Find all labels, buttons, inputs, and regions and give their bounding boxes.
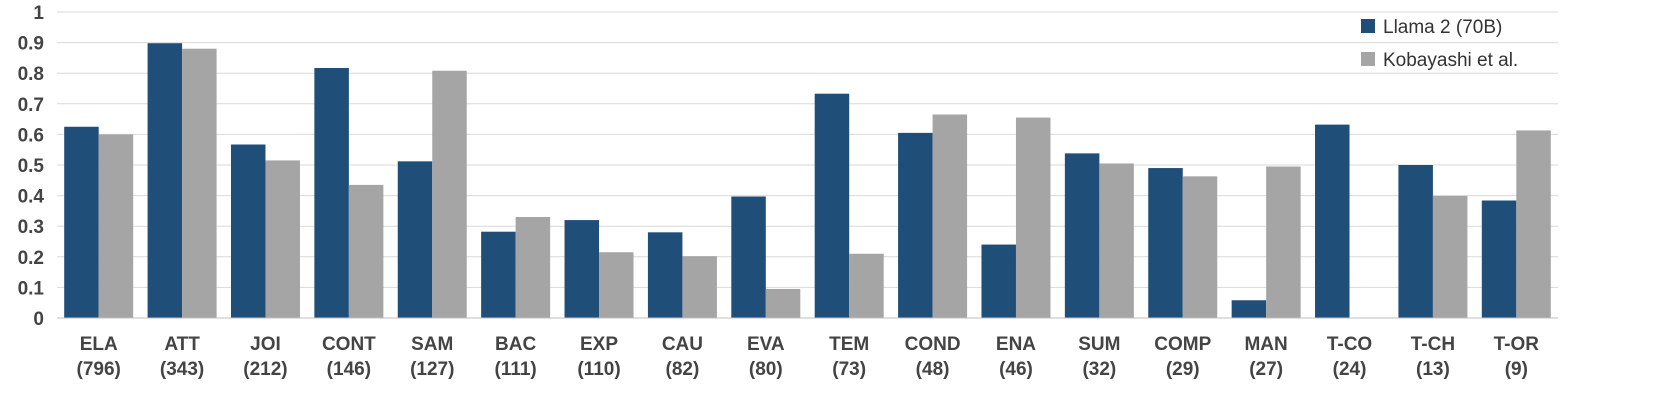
legend-swatch — [1361, 52, 1375, 66]
y-tick-label: 0.2 — [18, 248, 44, 269]
bar-kobayashi-man — [1266, 166, 1301, 318]
bar-kobayashi-eva — [765, 288, 801, 318]
bar-kobayashi-ela — [98, 134, 134, 318]
y-tick-label: 0.8 — [18, 64, 44, 85]
x-tick-label: SUM — [1078, 334, 1120, 355]
y-tick-label: 0.9 — [18, 34, 44, 55]
y-axis-ticks: 0 0.1 0.2 0.3 0.4 0.5 0.6 0.7 0.8 0.9 1 — [18, 3, 45, 330]
x-tick-label: BAC — [495, 334, 536, 355]
bar-llama-sam — [397, 161, 433, 318]
gridlines — [57, 11, 1558, 288]
x-tick-label: T-OR — [1494, 334, 1540, 355]
x-tick-count: (82) — [666, 359, 700, 380]
bar-kobayashi-sum — [1099, 163, 1134, 318]
bar-kobayashi-t-ch — [1432, 195, 1468, 318]
bar-llama-cont — [314, 67, 349, 318]
bar-llama-comp — [1148, 168, 1183, 318]
bar-kobayashi-att — [182, 48, 217, 318]
x-tick-label: EVA — [747, 334, 785, 355]
x-tick-label: JOI — [250, 334, 281, 355]
x-tick-count: (13) — [1416, 359, 1450, 380]
bar-llama-man — [1231, 300, 1267, 318]
bar-llama-ena — [981, 244, 1016, 318]
bar-llama-exp — [564, 220, 600, 318]
y-tick-label: 0.7 — [18, 95, 44, 116]
bar-llama-tem — [814, 93, 850, 319]
bar-kobayashi-exp — [599, 252, 634, 318]
x-tick-count: (212) — [243, 359, 287, 380]
bar-llama-t-or — [1481, 200, 1517, 318]
legend-swatch — [1361, 19, 1375, 33]
bar-kobayashi-cond — [932, 114, 968, 318]
x-tick-label: T-CH — [1411, 334, 1455, 355]
bar-kobayashi-bac — [515, 217, 551, 318]
legend: Llama 2 (70B) Kobayashi et al. — [1361, 17, 1518, 71]
bar-llama-cond — [898, 132, 933, 318]
bar-kobayashi-cont — [348, 184, 384, 318]
x-tick-count: (111) — [495, 359, 537, 380]
x-tick-label: CAU — [662, 334, 703, 355]
x-tick-count: (146) — [327, 359, 371, 380]
bar-kobayashi-cau — [682, 256, 717, 318]
y-tick-label: 0.3 — [18, 217, 44, 238]
bar-kobayashi-ena — [1015, 117, 1051, 318]
legend-label: Kobayashi et al. — [1383, 50, 1518, 71]
bar-llama-bac — [481, 231, 516, 318]
bar-llama-eva — [731, 196, 766, 318]
x-tick-count: (24) — [1333, 359, 1367, 380]
bar-llama-att — [147, 43, 183, 318]
bar-kobayashi-sam — [432, 70, 467, 318]
y-tick-label: 1 — [33, 3, 44, 24]
x-tick-label: SAM — [411, 334, 453, 355]
y-tick-label: 0.4 — [18, 187, 45, 208]
x-tick-label: MAN — [1244, 334, 1287, 355]
x-tick-count: (29) — [1166, 359, 1200, 380]
x-tick-count: (9) — [1505, 359, 1528, 380]
y-tick-label: 0.1 — [18, 278, 45, 299]
y-tick-label: 0.5 — [18, 156, 45, 177]
x-axis-labels: ELA (796) ATT (343) JOI (212) CONT (146) SAM (127… — [77, 334, 1540, 380]
bar-llama-ela — [64, 126, 99, 318]
x-tick-label: CONT — [322, 334, 376, 355]
x-tick-count: (46) — [999, 359, 1033, 380]
x-tick-label: COND — [905, 334, 961, 355]
bar-kobayashi-tem — [849, 253, 884, 318]
y-tick-label: 0.6 — [18, 125, 44, 146]
bar-llama-cau — [647, 232, 683, 318]
bar-kobayashi-t-or — [1516, 130, 1551, 318]
legend-label: Llama 2 (70B) — [1383, 17, 1502, 38]
bar-kobayashi-comp — [1182, 176, 1218, 318]
bar-llama-t-ch — [1398, 165, 1433, 318]
bar-llama-joi — [230, 144, 266, 318]
x-tick-count: (27) — [1249, 359, 1283, 380]
x-tick-count: (73) — [832, 359, 866, 380]
bar-llama-t-co — [1315, 124, 1350, 318]
x-tick-count: (127) — [410, 359, 454, 380]
x-tick-label: ENA — [996, 334, 1036, 355]
x-tick-count: (796) — [77, 359, 121, 380]
x-tick-count: (80) — [749, 359, 783, 380]
x-tick-count: (32) — [1082, 359, 1116, 380]
bar-llama-sum — [1064, 153, 1100, 318]
x-tick-label: ELA — [80, 334, 118, 355]
x-tick-count: (48) — [916, 359, 950, 380]
x-tick-label: ATT — [164, 334, 200, 355]
x-tick-label: COMP — [1154, 334, 1211, 355]
bar-kobayashi-joi — [265, 160, 300, 318]
x-tick-label: TEM — [829, 334, 869, 355]
x-tick-count: (343) — [160, 359, 204, 380]
y-tick-label: 0 — [33, 309, 44, 330]
x-tick-label: EXP — [580, 334, 618, 355]
bars — [64, 43, 1551, 319]
x-tick-label: T-CO — [1327, 334, 1372, 355]
x-tick-count: (110) — [577, 359, 620, 380]
